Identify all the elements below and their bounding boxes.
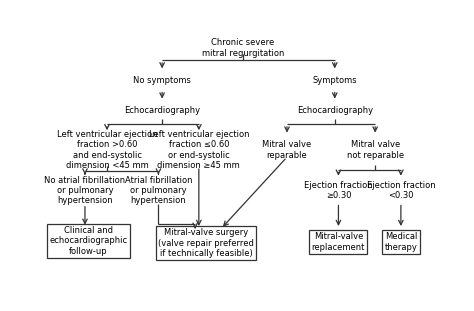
Text: Medical
therapy: Medical therapy bbox=[384, 232, 417, 252]
Text: Symptoms: Symptoms bbox=[312, 76, 357, 85]
Text: Atrial fibrillation
or pulmonary
hypertension: Atrial fibrillation or pulmonary hyperte… bbox=[125, 176, 192, 206]
Text: Echocardiography: Echocardiography bbox=[297, 106, 373, 115]
Text: Ejection fraction
≥0.30: Ejection fraction ≥0.30 bbox=[304, 181, 373, 200]
Text: Chronic severe
mitral regurgitation: Chronic severe mitral regurgitation bbox=[202, 38, 284, 58]
Text: Mitral valve
reparable: Mitral valve reparable bbox=[263, 140, 311, 160]
Text: No symptoms: No symptoms bbox=[133, 76, 191, 85]
Text: Clinical and
echocardiographic
follow-up: Clinical and echocardiographic follow-up bbox=[50, 226, 128, 256]
Text: No atrial fibrillation
or pulmonary
hypertension: No atrial fibrillation or pulmonary hype… bbox=[45, 176, 126, 206]
Text: Left ventricular ejection
fraction ≤0.60
or end-systolic
dimension ≥45 mm: Left ventricular ejection fraction ≤0.60… bbox=[148, 130, 249, 170]
Text: Mitral-valve
replacement: Mitral-valve replacement bbox=[312, 232, 365, 252]
Text: Ejection fraction
<0.30: Ejection fraction <0.30 bbox=[366, 181, 435, 200]
Text: Left ventricular ejection
fraction >0.60
and end-systolic
dimension <45 mm: Left ventricular ejection fraction >0.60… bbox=[57, 130, 157, 170]
Text: Mitral valve
not reparable: Mitral valve not reparable bbox=[346, 140, 404, 160]
Text: Mitral-valve surgery
(valve repair preferred
if technically feasible): Mitral-valve surgery (valve repair prefe… bbox=[158, 228, 254, 258]
Text: Echocardiography: Echocardiography bbox=[124, 106, 200, 115]
